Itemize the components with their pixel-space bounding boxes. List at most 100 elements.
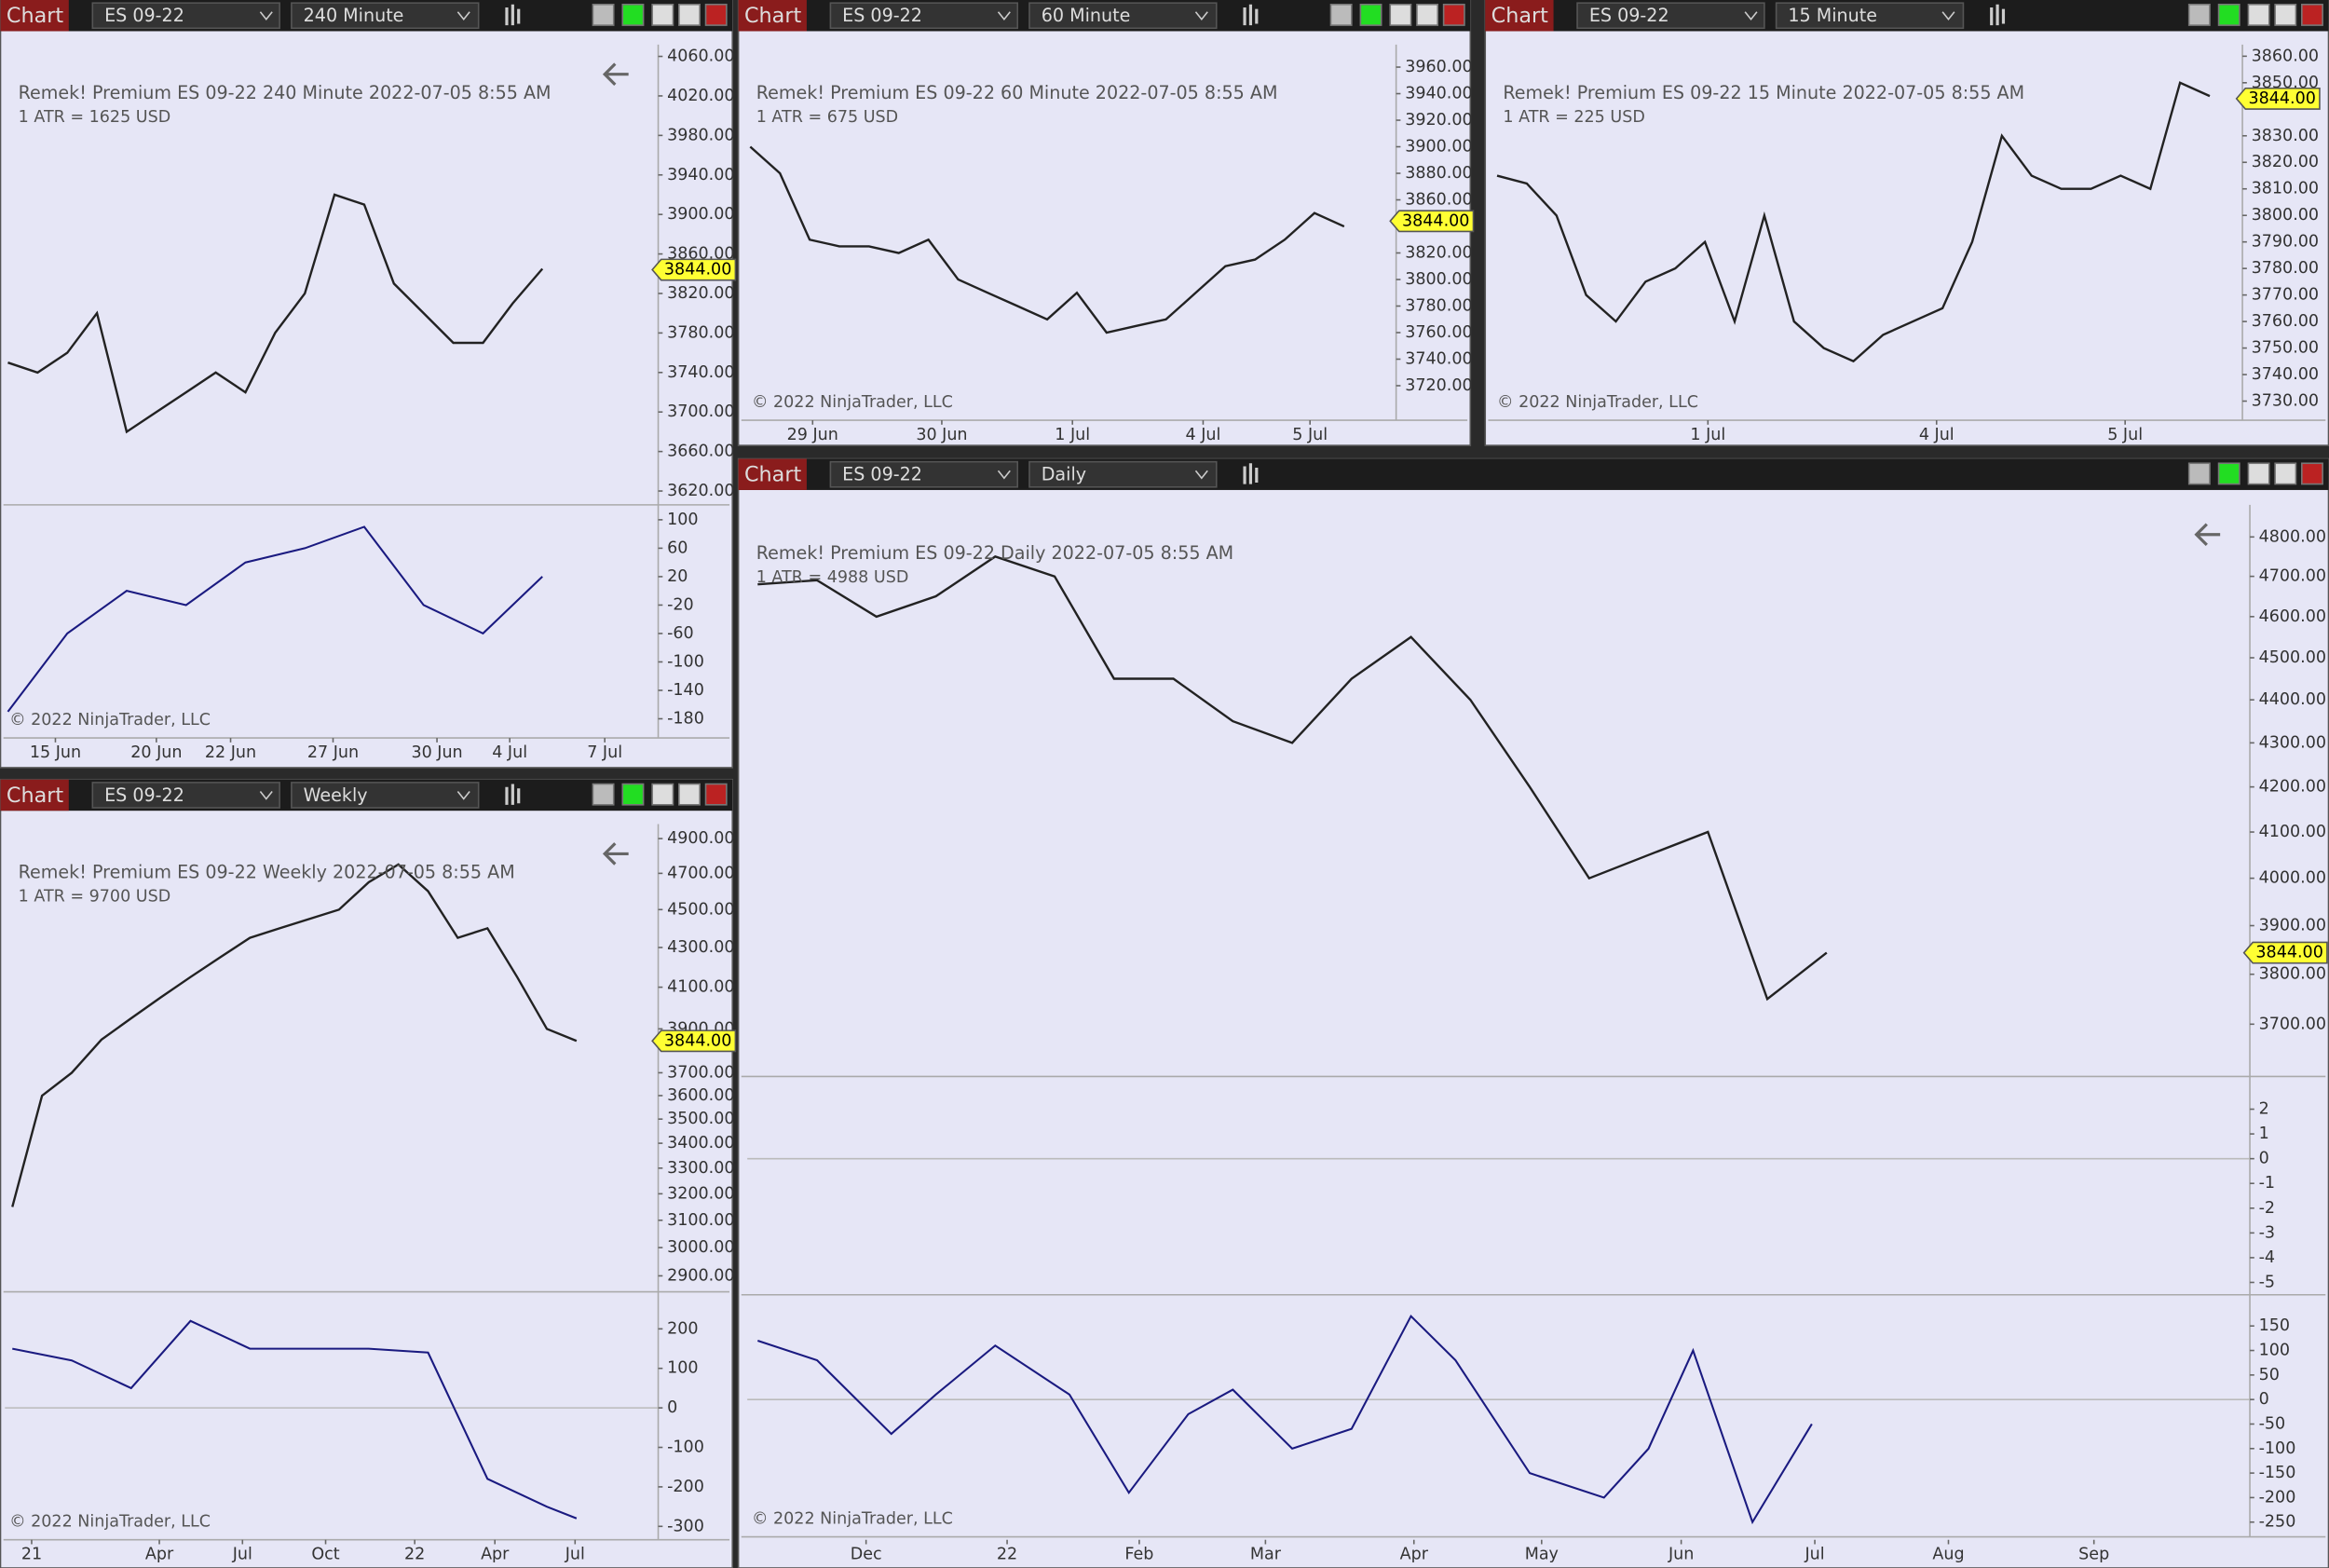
- last-price-label: 3844.00: [1402, 211, 1469, 230]
- dropdown-caret: [1194, 11, 1208, 20]
- chart-tab: [1485, 0, 1554, 32]
- toolbar: Chart ES 09-22 Weekly: [0, 779, 733, 811]
- window-button[interactable]: [2301, 3, 2323, 26]
- bars-icon[interactable]: [1990, 4, 2006, 26]
- y-tick-label: 3820.00: [2252, 153, 2319, 171]
- y-tick-label: 3200.00: [667, 1184, 734, 1203]
- atr-label: 1 ATR = 4988 USD: [756, 568, 909, 587]
- period-select[interactable]: [1775, 2, 1965, 30]
- last-price-tag: [2235, 87, 2321, 110]
- oscillator-line: [7, 525, 543, 713]
- x-tick-label: 22: [997, 1546, 1017, 1564]
- instrument-select[interactable]: [829, 2, 1019, 30]
- window-button[interactable]: [1329, 3, 1353, 26]
- window-button[interactable]: [704, 783, 728, 806]
- y-tick-label: 4600.00: [2259, 607, 2326, 626]
- window-button[interactable]: [621, 783, 645, 806]
- back-arrow[interactable]: [602, 62, 629, 86]
- window-button[interactable]: [2247, 3, 2270, 26]
- window-button[interactable]: [2187, 3, 2211, 26]
- x-tick-label: 5 Jul: [2107, 426, 2143, 444]
- window-button[interactable]: [2274, 3, 2297, 26]
- window-button[interactable]: [2301, 462, 2323, 485]
- window-button[interactable]: [678, 783, 701, 806]
- y-tick-label: 3620.00: [667, 482, 734, 500]
- window-button[interactable]: [2217, 462, 2240, 485]
- y-tick-label: 3780.00: [2252, 259, 2319, 278]
- last-price-label: 3844.00: [2255, 944, 2322, 962]
- window-button[interactable]: [704, 3, 728, 26]
- x-tick-label: Dec: [851, 1546, 882, 1564]
- instrument-label: ES 09-22: [842, 464, 922, 485]
- window-button[interactable]: [1359, 3, 1382, 26]
- period-label: 15 Minute: [1788, 5, 1877, 26]
- window-button[interactable]: [2217, 3, 2240, 26]
- window-button[interactable]: [1442, 3, 1465, 26]
- instrument-select[interactable]: [1576, 2, 1765, 30]
- instrument-select[interactable]: [91, 782, 280, 809]
- window-button[interactable]: [621, 3, 645, 26]
- x-tick-label: Apr: [481, 1546, 510, 1564]
- x-tick-label: 30 Jun: [411, 743, 462, 762]
- y-tick-label: 3750.00: [2252, 339, 2319, 358]
- y-tick-label: 3300.00: [667, 1159, 734, 1178]
- dropdown-caret: [1941, 11, 1955, 20]
- bars-icon[interactable]: [1243, 4, 1259, 26]
- y-tick-label: 3700.00: [667, 1063, 734, 1082]
- period-select[interactable]: [1028, 460, 1218, 488]
- y-tick-label: 3800.00: [2252, 206, 2319, 225]
- period-select[interactable]: [291, 782, 480, 809]
- y-tick-label: -5: [2259, 1273, 2275, 1291]
- y-tick-label: -20: [667, 595, 694, 614]
- instrument-select[interactable]: [829, 460, 1019, 488]
- copyright: © 2022 NinjaTrader, LLC: [9, 711, 211, 729]
- bars-icon[interactable]: [1243, 463, 1259, 484]
- y-tick-label: 3880.00: [1405, 164, 1472, 183]
- dropdown-caret: [997, 470, 1011, 480]
- oscillator-line: [12, 1319, 578, 1520]
- window-button[interactable]: [1389, 3, 1412, 26]
- y-tick-label: 200: [667, 1319, 698, 1338]
- y-tick-label: 3760.00: [2252, 312, 2319, 331]
- window-button[interactable]: [651, 3, 674, 26]
- window-button[interactable]: [678, 3, 701, 26]
- chart-tab-label: Chart: [7, 4, 64, 28]
- window-button[interactable]: [651, 783, 674, 806]
- y-tick-label: -100: [667, 652, 704, 671]
- y-tick-label: 100: [2259, 1342, 2290, 1360]
- x-tick-label: 29 Jun: [787, 426, 838, 444]
- window-button[interactable]: [2274, 462, 2297, 485]
- back-arrow[interactable]: [602, 842, 629, 866]
- window-button[interactable]: [2187, 462, 2211, 485]
- last-price-tag: [651, 1029, 737, 1053]
- window-button[interactable]: [592, 783, 615, 806]
- chart-header: Remek! Premium ES 09-22 15 Minute 2022-0…: [1503, 82, 2024, 103]
- chart-header: Remek! Premium ES 09-22 Weekly 2022-07-0…: [19, 862, 515, 883]
- y-tick-label: 3900.00: [667, 205, 734, 224]
- x-tick-label: 30 Jun: [916, 426, 967, 444]
- bars-icon[interactable]: [505, 784, 521, 805]
- last-price-tag: [2242, 941, 2328, 964]
- y-tick-label: 3660.00: [667, 443, 734, 461]
- last-price-label: 3844.00: [664, 1031, 731, 1050]
- atr-label: 1 ATR = 675 USD: [756, 108, 898, 127]
- chart-header: Remek! Premium ES 09-22 Daily 2022-07-05…: [756, 542, 1233, 564]
- window-button[interactable]: [1416, 3, 1439, 26]
- period-select[interactable]: [291, 2, 480, 30]
- y-tick-label: 3960.00: [1405, 58, 1472, 76]
- chart-window: Chart ES 09-22 240 Minute 15 Jun 20 Jun 22 Ju…: [0, 0, 737, 769]
- y-tick-label: 3400.00: [667, 1134, 734, 1152]
- toolbar: Chart ES 09-22 Daily: [738, 458, 2329, 490]
- x-tick-label: 4 Jul: [1186, 426, 1221, 444]
- y-tick-label: -50: [2259, 1414, 2286, 1433]
- y-tick-label: -1: [2259, 1174, 2275, 1193]
- back-arrow[interactable]: [2194, 523, 2221, 547]
- period-select[interactable]: [1028, 2, 1218, 30]
- y-tick-label: 3800.00: [2259, 965, 2326, 984]
- instrument-label: ES 09-22: [842, 5, 922, 26]
- instrument-select[interactable]: [91, 2, 280, 30]
- window-button[interactable]: [2247, 462, 2270, 485]
- bars-icon[interactable]: [505, 4, 521, 26]
- period-label: Daily: [1042, 464, 1086, 485]
- window-button[interactable]: [592, 3, 615, 26]
